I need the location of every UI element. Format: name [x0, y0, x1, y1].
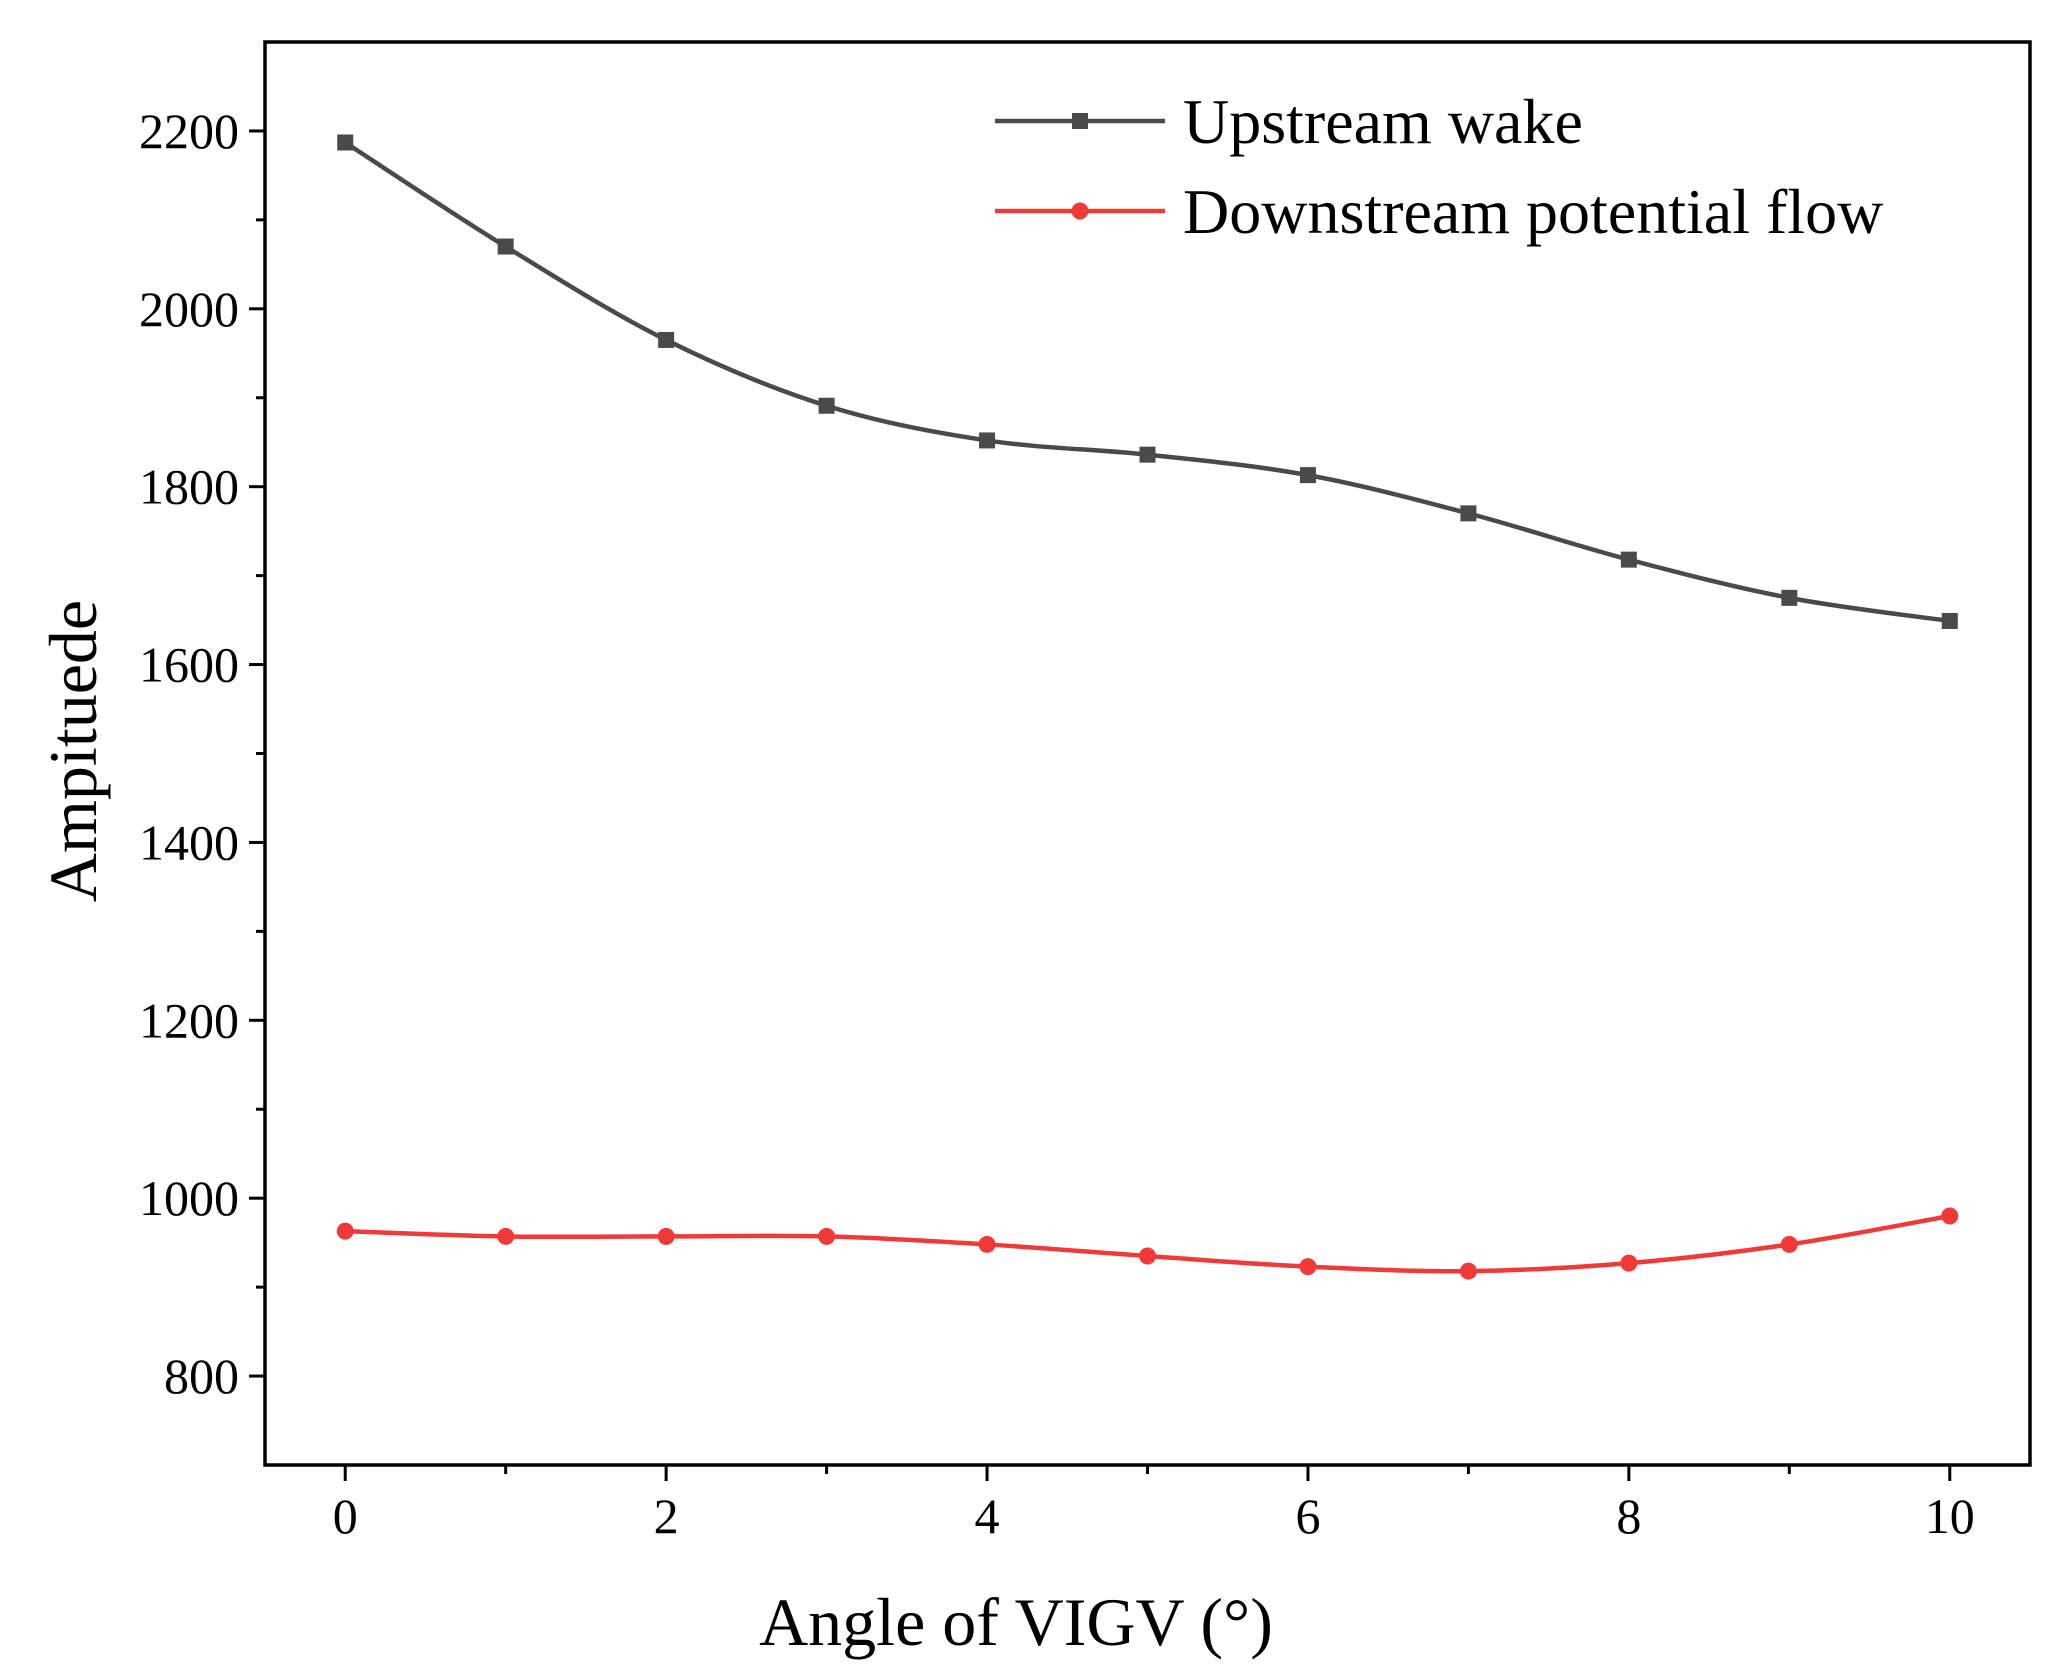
legend-marker-upstream-wake: [1072, 113, 1088, 129]
y-tick-label: 1400: [139, 814, 239, 870]
legend-marker-downstream-potential-flow: [1071, 202, 1089, 220]
data-point-downstream-potential-flow: [1139, 1247, 1156, 1265]
data-point-downstream-potential-flow: [1459, 1262, 1477, 1280]
data-point-upstream-wake: [1620, 551, 1637, 568]
data-point-upstream-wake: [979, 432, 996, 449]
plot-area: [336, 134, 1959, 1280]
data-point-downstream-potential-flow: [818, 1227, 836, 1245]
data-point-downstream-potential-flow: [1620, 1254, 1638, 1272]
data-point-upstream-wake: [497, 238, 514, 255]
x-tick-label: 8: [1616, 1488, 1641, 1544]
data-point-downstream-potential-flow: [978, 1235, 996, 1253]
data-point-downstream-potential-flow: [1299, 1258, 1317, 1276]
x-tick-label: 6: [1295, 1488, 1320, 1544]
legend-item-upstream-wake: Upstream wake: [995, 86, 1583, 157]
x-axis-title: Angle of VIGV (°): [759, 1584, 1273, 1660]
legend-label-upstream-wake: Upstream wake: [1183, 86, 1583, 157]
data-point-upstream-wake: [1299, 467, 1316, 484]
data-point-upstream-wake: [337, 134, 354, 151]
data-point-upstream-wake: [658, 331, 675, 348]
series-upstream-wake: [337, 134, 1958, 629]
y-axis-title: Ampituede: [35, 600, 111, 902]
x-tick-label: 2: [654, 1488, 679, 1544]
data-point-downstream-potential-flow: [1941, 1207, 1959, 1225]
data-point-downstream-potential-flow: [1780, 1235, 1798, 1253]
y-tick-label: 1600: [139, 637, 239, 693]
data-point-downstream-potential-flow: [657, 1227, 675, 1245]
y-tick-label: 1800: [139, 459, 239, 515]
legend-item-downstream-potential-flow: Downstream potential flow: [995, 176, 1883, 247]
x-tick-label: 4: [975, 1488, 1000, 1544]
legend: Upstream wake Downstream potential flow: [995, 86, 1883, 247]
data-point-downstream-potential-flow: [497, 1227, 515, 1245]
x-tick-label: 0: [333, 1488, 358, 1544]
data-point-upstream-wake: [1139, 446, 1156, 463]
y-tick-label: 1000: [139, 1170, 239, 1226]
data-point-upstream-wake: [1460, 505, 1477, 522]
axes: 0 2 4 6 8 10 800 1000 1200 1400 1600 1800 2000 2200: [139, 40, 2032, 1544]
y-tick-label: 800: [164, 1348, 239, 1404]
x-tick-label: 10: [1925, 1488, 1975, 1544]
data-point-downstream-potential-flow: [336, 1222, 354, 1240]
y-tick-label: 2000: [139, 281, 239, 337]
series-downstream-potential-flow: [336, 1207, 1959, 1280]
data-point-upstream-wake: [1941, 612, 1958, 629]
data-point-upstream-wake: [1781, 589, 1798, 606]
legend-label-downstream-potential-flow: Downstream potential flow: [1183, 176, 1883, 247]
y-tick-label: 2200: [139, 103, 239, 159]
data-point-upstream-wake: [818, 397, 835, 414]
y-tick-label: 1200: [139, 992, 239, 1048]
